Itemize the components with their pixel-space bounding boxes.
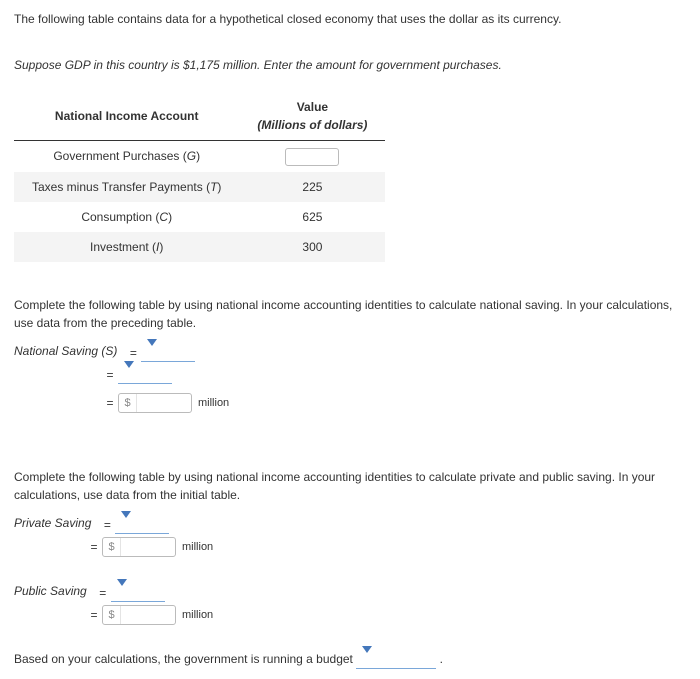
ns-value-input-wrap: $ — [118, 393, 192, 413]
dollar-prefix: $ — [119, 394, 137, 412]
public-saving-row: Public Saving = — [14, 582, 686, 604]
budget-dropdown[interactable] — [356, 651, 436, 669]
col-header-value-sub: (Millions of dollars) — [239, 116, 385, 141]
ns-value-input[interactable] — [137, 394, 189, 412]
ns-label-text: National Saving (S) — [14, 342, 117, 360]
gov-purchases-input[interactable] — [285, 148, 339, 166]
national-saving-label: National Saving (S) = — [14, 342, 686, 364]
private-value-input-wrap: $ — [102, 537, 176, 557]
caret-down-icon — [147, 339, 157, 360]
private-label-text: Private Saving — [14, 514, 91, 532]
table-row: Investment (I) 300 — [14, 232, 385, 262]
private-identity-dropdown[interactable] — [115, 516, 169, 534]
row-value: 225 — [239, 172, 385, 202]
ns-identity-dropdown-2[interactable] — [118, 366, 172, 384]
equals-sign: = — [125, 344, 141, 362]
caret-down-icon — [362, 646, 372, 667]
col-header-account: National Income Account — [14, 92, 239, 141]
public-label-text: Public Saving — [14, 582, 87, 600]
intro-text: The following table contains data for a … — [14, 10, 686, 28]
equals-sign: = — [99, 516, 115, 534]
budget-conclusion: Based on your calculations, the governme… — [14, 650, 686, 669]
dollar-prefix: $ — [103, 606, 121, 624]
caret-down-icon — [124, 361, 134, 382]
table-row: Government Purchases (G) — [14, 141, 385, 172]
row-label: Government Purchases (G) — [14, 141, 239, 172]
col-header-value: Value — [239, 92, 385, 116]
unit-label: million — [182, 539, 213, 556]
final-text-before: Based on your calculations, the governme… — [14, 652, 356, 666]
row-label: Consumption (C) — [14, 202, 239, 232]
public-value-input-wrap: $ — [102, 605, 176, 625]
unit-label: million — [198, 395, 229, 412]
table-row: Consumption (C) 625 — [14, 202, 385, 232]
final-period: . — [440, 652, 443, 666]
national-saving-paragraph: Complete the following table by using na… — [14, 296, 686, 332]
private-saving-row: Private Saving = — [14, 514, 686, 536]
equals-sign: = — [86, 538, 102, 556]
table-row: Taxes minus Transfer Payments (T) 225 — [14, 172, 385, 202]
unit-label: million — [182, 607, 213, 624]
equals-sign: = — [102, 366, 118, 384]
row-label: Investment (I) — [14, 232, 239, 262]
private-value-input[interactable] — [121, 538, 173, 556]
caret-down-icon — [121, 511, 131, 532]
national-income-table: National Income Account Value (Millions … — [14, 92, 385, 262]
gdp-prompt: Suppose GDP in this country is $1,175 mi… — [14, 56, 686, 74]
row-value: 625 — [239, 202, 385, 232]
ns-identity-dropdown-1[interactable] — [141, 344, 195, 362]
dollar-prefix: $ — [103, 538, 121, 556]
row-value: 300 — [239, 232, 385, 262]
public-value-input[interactable] — [121, 606, 173, 624]
caret-down-icon — [117, 579, 127, 600]
private-public-paragraph: Complete the following table by using na… — [14, 468, 686, 504]
equals-sign: = — [102, 394, 118, 412]
equals-sign: = — [86, 606, 102, 624]
row-label: Taxes minus Transfer Payments (T) — [14, 172, 239, 202]
